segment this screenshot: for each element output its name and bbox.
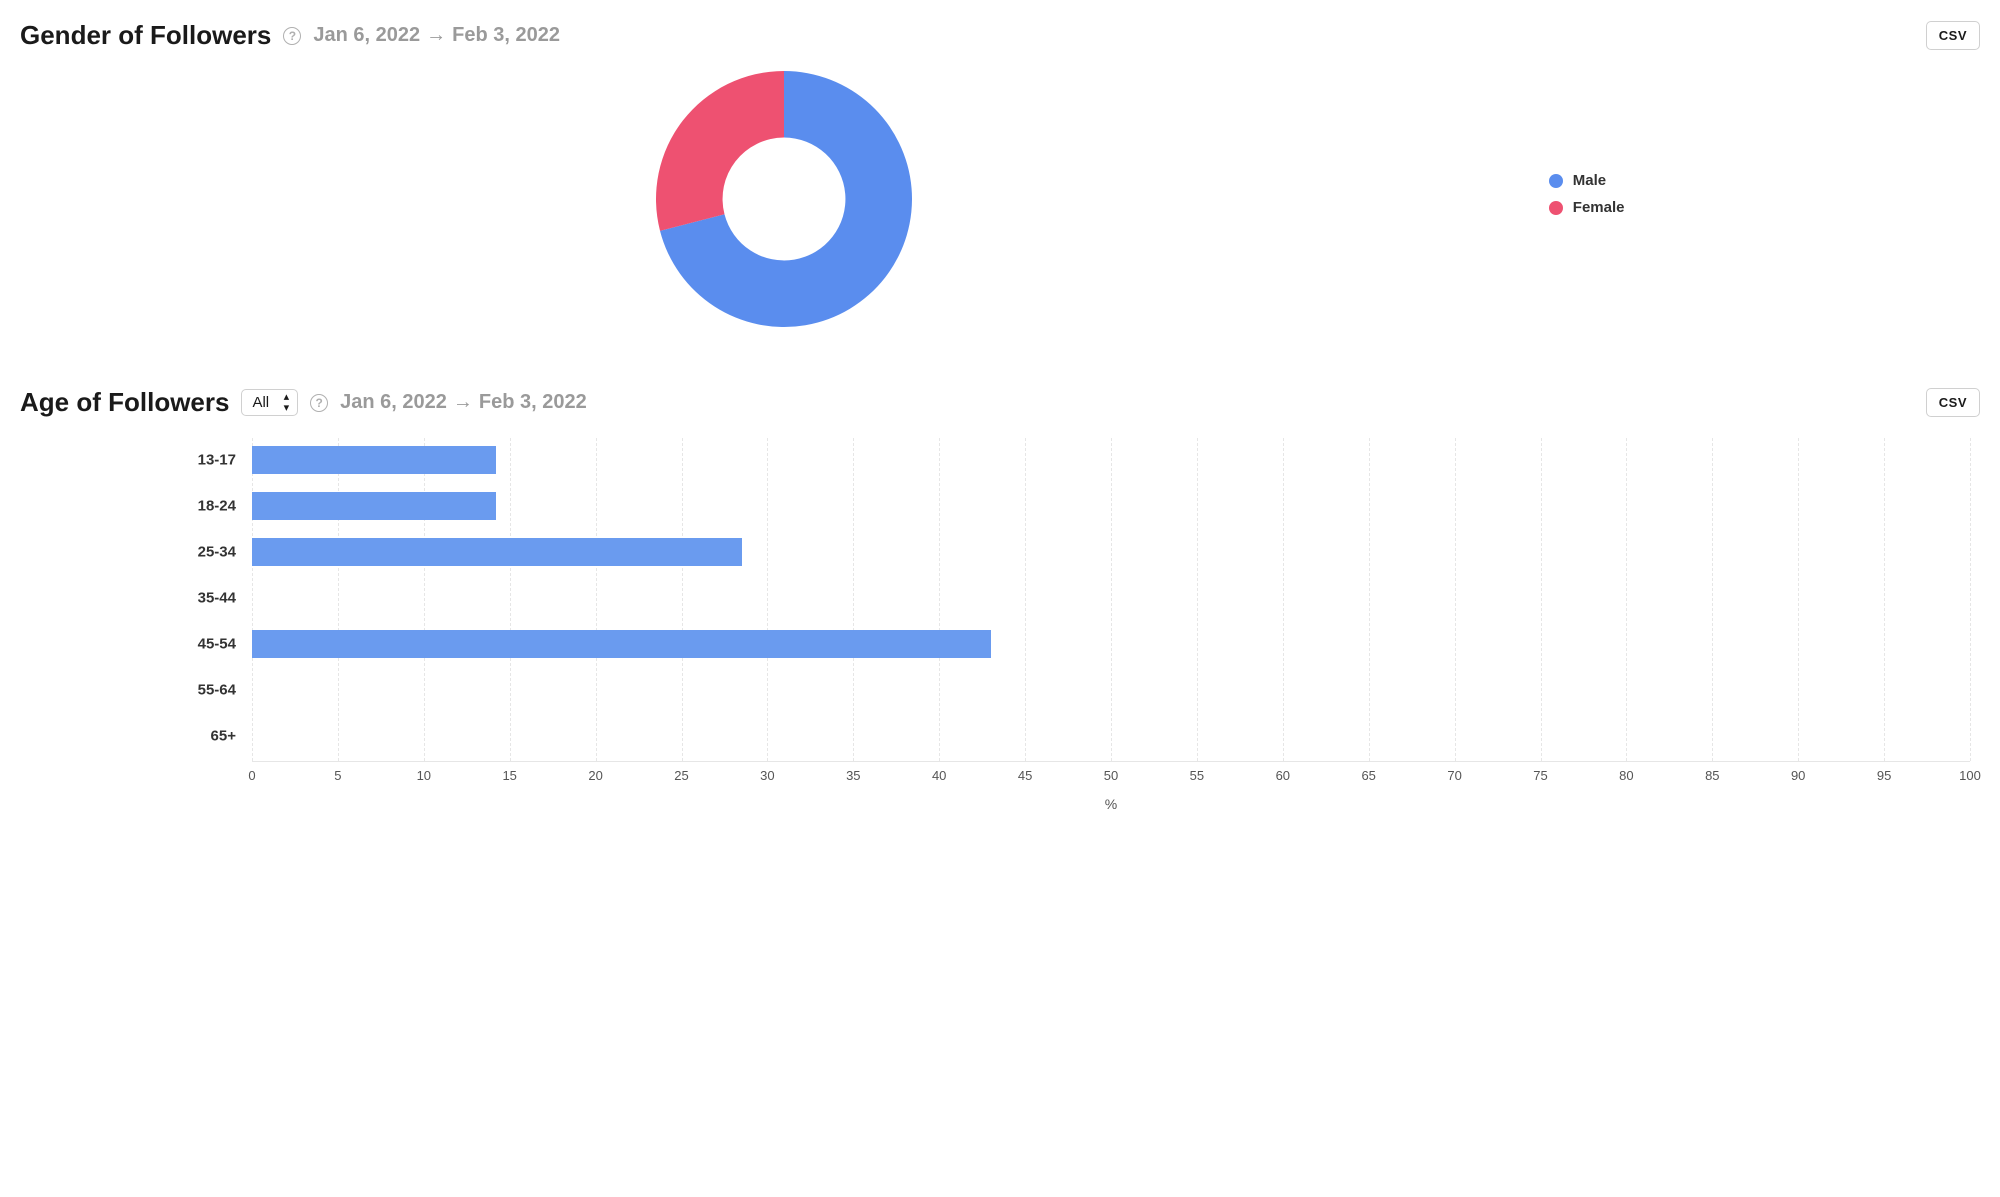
age-header: Age of Followers All ▴▾ ? Jan 6, 2022 → … xyxy=(20,387,1980,418)
arrow-right-icon: → xyxy=(453,391,473,414)
date-from: Jan 6, 2022 xyxy=(313,24,420,47)
legend-dot-icon xyxy=(1549,174,1563,188)
bar-category-label: 35-44 xyxy=(198,590,236,607)
bar-fill xyxy=(252,538,742,566)
age-section: Age of Followers All ▴▾ ? Jan 6, 2022 → … xyxy=(20,387,1980,812)
donut-chart xyxy=(20,71,1549,327)
legend-label: Female xyxy=(1573,199,1625,216)
help-icon[interactable]: ? xyxy=(310,394,328,412)
date-from: Jan 6, 2022 xyxy=(340,391,447,414)
age-x-ticks: 0510152025303540455055606570758085909510… xyxy=(252,768,1970,788)
age-x-axis-label: % xyxy=(252,796,1970,812)
bar-fill xyxy=(252,630,991,658)
x-tick-label: 25 xyxy=(674,768,688,783)
csv-button[interactable]: CSV xyxy=(1926,21,1980,50)
bar-category-label: 65+ xyxy=(211,728,236,745)
x-tick-label: 15 xyxy=(502,768,516,783)
gender-section: Gender of Followers ? Jan 6, 2022 → Feb … xyxy=(20,20,1980,327)
x-tick-label: 90 xyxy=(1791,768,1805,783)
date-to: Feb 3, 2022 xyxy=(479,391,587,414)
age-header-left: Age of Followers All ▴▾ ? Jan 6, 2022 → … xyxy=(20,387,587,418)
x-tick-label: 5 xyxy=(334,768,341,783)
gender-chart-row: Male Female xyxy=(20,71,1980,327)
gender-legend: Male Female xyxy=(1549,172,1980,226)
donut-svg xyxy=(656,71,912,327)
date-to: Feb 3, 2022 xyxy=(452,24,560,47)
x-tick-label: 45 xyxy=(1018,768,1032,783)
bar-category-label: 25-34 xyxy=(198,544,236,561)
legend-label: Male xyxy=(1573,172,1606,189)
age-title: Age of Followers xyxy=(20,387,229,418)
gridline xyxy=(1970,438,1971,761)
legend-item: Female xyxy=(1549,199,1980,216)
gender-date-range: Jan 6, 2022 → Feb 3, 2022 xyxy=(313,24,560,47)
x-tick-label: 0 xyxy=(248,768,255,783)
x-tick-label: 50 xyxy=(1104,768,1118,783)
x-tick-label: 55 xyxy=(1190,768,1204,783)
gender-header: Gender of Followers ? Jan 6, 2022 → Feb … xyxy=(20,20,1980,51)
x-tick-label: 20 xyxy=(588,768,602,783)
help-icon[interactable]: ? xyxy=(283,27,301,45)
x-tick-label: 75 xyxy=(1533,768,1547,783)
bar-row: 65+ xyxy=(252,722,1970,750)
x-tick-label: 85 xyxy=(1705,768,1719,783)
bar-row: 35-44 xyxy=(252,584,1970,612)
gender-title: Gender of Followers xyxy=(20,20,271,51)
donut-slice xyxy=(656,71,784,231)
x-tick-label: 80 xyxy=(1619,768,1633,783)
bar-row: 25-34 xyxy=(252,538,1970,566)
x-tick-label: 60 xyxy=(1276,768,1290,783)
age-bar-chart: 13-1718-2425-3435-4445-5455-6465+ 051015… xyxy=(252,438,1970,812)
bar-category-label: 45-54 xyxy=(198,636,236,653)
bar-category-label: 13-17 xyxy=(198,452,236,469)
x-tick-label: 35 xyxy=(846,768,860,783)
x-tick-label: 95 xyxy=(1877,768,1891,783)
arrow-right-icon: → xyxy=(426,24,446,47)
legend-dot-icon xyxy=(1549,201,1563,215)
bar-fill xyxy=(252,446,496,474)
bar-row: 13-17 xyxy=(252,446,1970,474)
x-tick-label: 65 xyxy=(1361,768,1375,783)
legend-item: Male xyxy=(1549,172,1980,189)
age-plot: 13-17 18-24 25-34 35-44 45-54 55-64 65+ xyxy=(252,438,1970,762)
bar-fill xyxy=(252,492,496,520)
bar-category-label: 55-64 xyxy=(198,682,236,699)
x-tick-label: 10 xyxy=(417,768,431,783)
age-date-range: Jan 6, 2022 → Feb 3, 2022 xyxy=(340,391,587,414)
bar-category-label: 18-24 xyxy=(198,498,236,515)
x-tick-label: 30 xyxy=(760,768,774,783)
age-filter-select[interactable]: All ▴▾ xyxy=(241,389,298,416)
x-tick-label: 100 xyxy=(1959,768,1981,783)
age-filter-value: All xyxy=(252,394,269,411)
chevron-updown-icon: ▴▾ xyxy=(284,392,290,414)
bar-row: 55-64 xyxy=(252,676,1970,704)
x-tick-label: 70 xyxy=(1447,768,1461,783)
bar-row: 18-24 xyxy=(252,492,1970,520)
csv-button[interactable]: CSV xyxy=(1926,388,1980,417)
bar-row: 45-54 xyxy=(252,630,1970,658)
x-tick-label: 40 xyxy=(932,768,946,783)
gender-header-left: Gender of Followers ? Jan 6, 2022 → Feb … xyxy=(20,20,560,51)
